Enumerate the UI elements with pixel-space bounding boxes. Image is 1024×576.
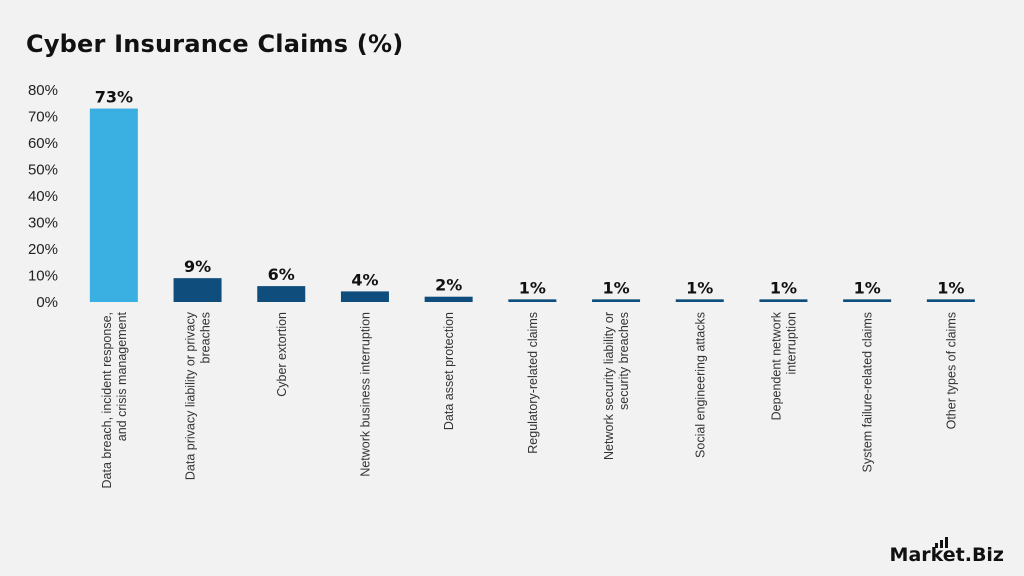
x-tick-label: Data privacy liability or privacy breache… <box>184 311 213 480</box>
data-labels-group: 73% 9% 6% 4% 2% 1% 1% 1% 1% 1% 1% <box>95 88 965 298</box>
y-axis: 0% 10% 20% 30% 40% 50% 60% 70% 80% <box>28 82 58 311</box>
y-tick-label: 80% <box>28 82 58 99</box>
x-tick-labels-group: Data breach, incident response, and crisi… <box>100 311 958 488</box>
bar <box>759 299 808 302</box>
x-tick-label: Data asset protection <box>442 312 456 430</box>
bar <box>675 299 724 302</box>
y-tick-label: 70% <box>28 109 58 126</box>
y-tick-label: 0% <box>36 294 58 311</box>
x-tick-label-line: breaches <box>199 312 213 363</box>
x-tick-label-line: Network security liability or <box>602 312 616 460</box>
x-tick-label-line: System failure-related claims <box>861 312 875 472</box>
bar <box>843 299 892 302</box>
brand-logo: Market.Biz <box>889 537 1004 566</box>
x-tick-label: System failure-related claims <box>861 312 875 472</box>
brand-name: Market.Biz <box>889 544 1004 566</box>
bar <box>592 299 641 302</box>
y-tick-label: 50% <box>28 162 58 179</box>
y-tick-label: 40% <box>28 188 58 205</box>
y-tick-label: 10% <box>28 268 58 285</box>
data-label: 2% <box>435 276 462 295</box>
bar <box>257 286 306 302</box>
x-tick-label-line: security breaches <box>617 312 631 410</box>
data-label: 1% <box>602 278 629 297</box>
data-label: 1% <box>519 278 546 297</box>
bar <box>508 299 557 302</box>
data-label: 1% <box>770 278 797 297</box>
data-label: 4% <box>351 270 378 289</box>
logo-bars-icon <box>934 537 948 548</box>
x-tick-label-line: Other types of claims <box>944 312 958 429</box>
x-tick-label-line: and crisis management <box>115 311 129 441</box>
x-tick-label: Cyber extortion <box>275 312 289 397</box>
x-tick-label: Data breach, incident response, and crisi… <box>100 311 129 488</box>
x-tick-label-line: interruption <box>784 312 798 375</box>
bar <box>926 299 975 302</box>
x-tick-label: Social engineering attacks <box>693 312 707 458</box>
y-tick-label: 60% <box>28 135 58 152</box>
x-tick-label-line: Regulatory-related claims <box>526 312 540 454</box>
x-tick-label-line: Data asset protection <box>442 312 456 430</box>
x-tick-label-line: Data privacy liability or privacy <box>184 311 198 480</box>
data-label: 1% <box>686 278 713 297</box>
x-tick-label: Regulatory-related claims <box>526 312 540 454</box>
bar <box>340 291 389 302</box>
y-tick-label: 30% <box>28 215 58 232</box>
x-tick-label-line: Dependent network <box>769 311 783 420</box>
data-label: 1% <box>854 278 881 297</box>
bars-group <box>89 108 975 302</box>
x-tick-label-line: Data breach, incident response, <box>100 312 114 489</box>
data-label: 1% <box>937 278 964 297</box>
data-label: 73% <box>95 88 133 107</box>
bar <box>89 108 138 302</box>
data-label: 6% <box>268 265 295 284</box>
x-tick-label-line: Social engineering attacks <box>693 312 707 458</box>
y-tick-label: 20% <box>28 241 58 258</box>
x-tick-label: Dependent network interruption <box>769 311 798 420</box>
chart-title: Cyber Insurance Claims (%) <box>26 30 404 58</box>
x-tick-label: Network business interruption <box>358 312 372 477</box>
bar <box>424 296 473 302</box>
x-tick-label-line: Network business interruption <box>358 312 372 477</box>
bar <box>173 278 222 302</box>
x-tick-label: Network security liability or security br… <box>602 312 631 460</box>
data-label: 9% <box>184 257 211 276</box>
x-tick-label: Other types of claims <box>944 312 958 429</box>
x-tick-label-line: Cyber extortion <box>275 312 289 397</box>
